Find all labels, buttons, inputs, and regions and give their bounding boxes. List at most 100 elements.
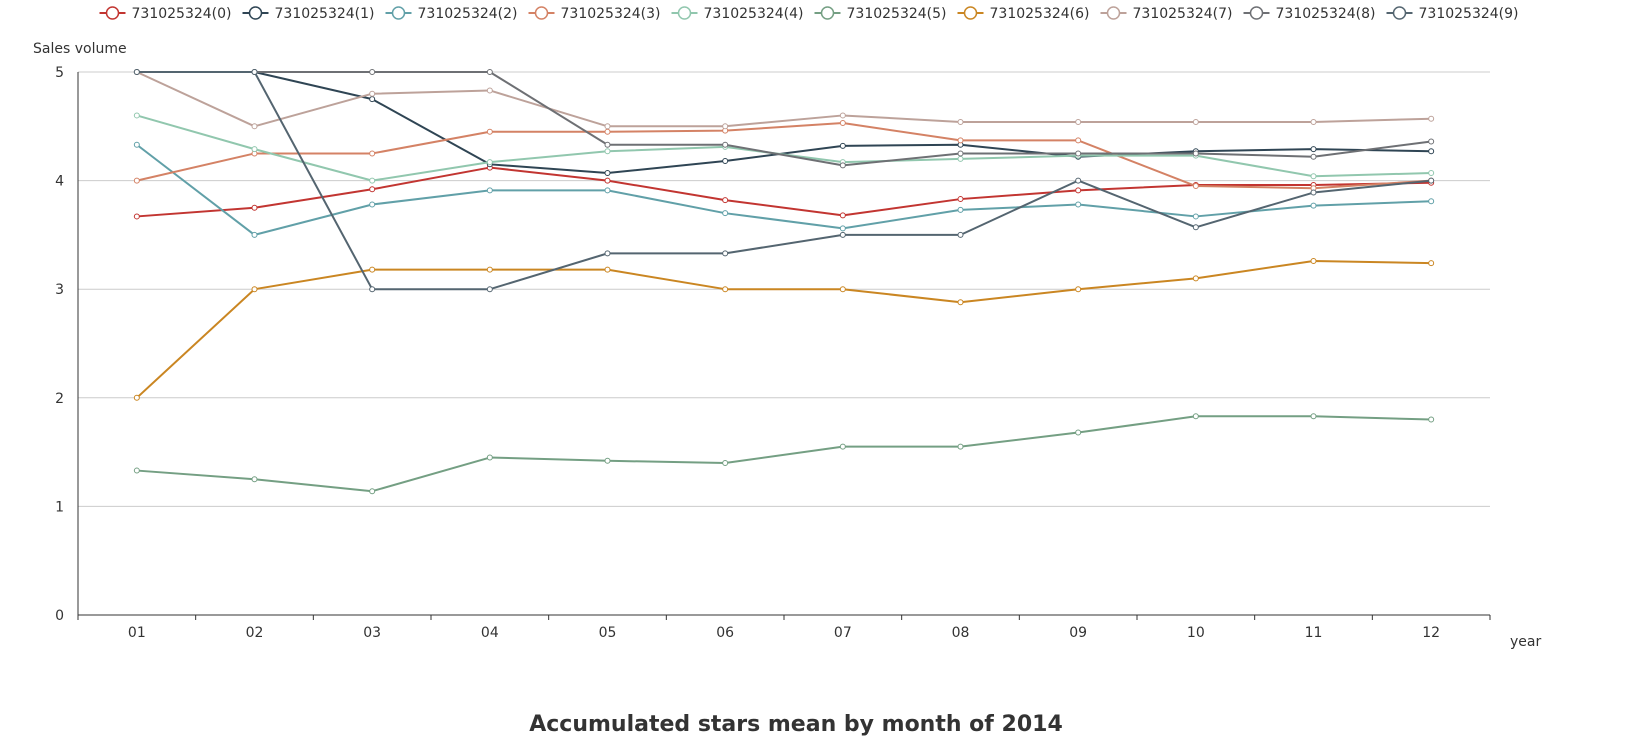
data-point[interactable] xyxy=(604,187,611,194)
data-point[interactable] xyxy=(486,454,493,461)
data-point[interactable] xyxy=(369,266,376,273)
data-point[interactable] xyxy=(722,250,729,257)
data-point[interactable] xyxy=(486,187,493,194)
data-point[interactable] xyxy=(486,266,493,273)
data-point[interactable] xyxy=(369,90,376,97)
legend-item[interactable]: 731025324(8) xyxy=(1243,6,1376,22)
data-point[interactable] xyxy=(486,286,493,293)
data-point[interactable] xyxy=(839,120,846,127)
data-point[interactable] xyxy=(133,177,140,184)
data-point[interactable] xyxy=(722,286,729,293)
data-point[interactable] xyxy=(957,206,964,213)
data-point[interactable] xyxy=(604,148,611,155)
data-point[interactable] xyxy=(604,169,611,176)
data-point[interactable] xyxy=(251,123,258,130)
data-point[interactable] xyxy=(604,128,611,135)
data-point[interactable] xyxy=(369,201,376,208)
data-point[interactable] xyxy=(1075,150,1082,157)
data-point[interactable] xyxy=(604,177,611,184)
data-point[interactable] xyxy=(722,197,729,204)
legend-item[interactable]: 731025324(5) xyxy=(814,6,947,22)
data-point[interactable] xyxy=(1075,118,1082,125)
data-point[interactable] xyxy=(604,266,611,273)
data-point[interactable] xyxy=(251,69,258,75)
data-point[interactable] xyxy=(1428,260,1435,267)
data-point[interactable] xyxy=(369,96,376,103)
data-point[interactable] xyxy=(722,141,729,148)
data-point[interactable] xyxy=(369,150,376,157)
data-point[interactable] xyxy=(1310,173,1317,180)
data-point[interactable] xyxy=(604,250,611,257)
data-point[interactable] xyxy=(1192,150,1199,157)
data-point[interactable] xyxy=(839,142,846,149)
legend-item[interactable]: 731025324(1) xyxy=(242,6,375,22)
legend-item[interactable]: 731025324(9) xyxy=(1386,6,1519,22)
data-point[interactable] xyxy=(722,158,729,165)
data-point[interactable] xyxy=(957,150,964,157)
data-point[interactable] xyxy=(251,231,258,238)
data-point[interactable] xyxy=(1075,137,1082,144)
legend-item[interactable]: 731025324(6) xyxy=(957,6,1090,22)
data-point[interactable] xyxy=(604,141,611,148)
data-point[interactable] xyxy=(957,196,964,203)
legend-item[interactable]: 731025324(2) xyxy=(385,6,518,22)
data-point[interactable] xyxy=(1192,118,1199,125)
data-point[interactable] xyxy=(486,69,493,75)
data-point[interactable] xyxy=(839,443,846,450)
data-point[interactable] xyxy=(1428,148,1435,155)
data-point[interactable] xyxy=(839,162,846,169)
data-point[interactable] xyxy=(1192,224,1199,231)
data-point[interactable] xyxy=(1075,286,1082,293)
data-point[interactable] xyxy=(604,457,611,464)
data-point[interactable] xyxy=(1192,275,1199,282)
data-point[interactable] xyxy=(1310,202,1317,209)
data-point[interactable] xyxy=(1310,413,1317,420)
data-point[interactable] xyxy=(722,210,729,217)
data-point[interactable] xyxy=(839,225,846,232)
data-point[interactable] xyxy=(133,69,140,75)
data-point[interactable] xyxy=(1310,257,1317,264)
data-point[interactable] xyxy=(133,394,140,401)
data-point[interactable] xyxy=(369,286,376,293)
data-point[interactable] xyxy=(722,459,729,466)
data-point[interactable] xyxy=(1428,177,1435,184)
data-point[interactable] xyxy=(1428,169,1435,176)
data-point[interactable] xyxy=(1075,429,1082,436)
data-point[interactable] xyxy=(1428,198,1435,205)
data-point[interactable] xyxy=(957,231,964,238)
data-point[interactable] xyxy=(957,299,964,306)
data-point[interactable] xyxy=(839,231,846,238)
data-point[interactable] xyxy=(1428,416,1435,423)
data-point[interactable] xyxy=(957,118,964,125)
legend-item[interactable]: 731025324(4) xyxy=(671,6,804,22)
data-point[interactable] xyxy=(369,177,376,184)
data-point[interactable] xyxy=(1075,201,1082,208)
data-point[interactable] xyxy=(486,128,493,135)
data-point[interactable] xyxy=(251,476,258,483)
data-point[interactable] xyxy=(957,137,964,144)
data-point[interactable] xyxy=(133,141,140,148)
data-point[interactable] xyxy=(486,87,493,94)
data-point[interactable] xyxy=(251,146,258,153)
data-point[interactable] xyxy=(369,69,376,75)
data-point[interactable] xyxy=(1075,177,1082,184)
data-point[interactable] xyxy=(1192,413,1199,420)
data-point[interactable] xyxy=(486,159,493,166)
legend-item[interactable]: 731025324(0) xyxy=(99,6,232,22)
data-point[interactable] xyxy=(133,112,140,119)
data-point[interactable] xyxy=(1428,138,1435,145)
legend-item[interactable]: 731025324(3) xyxy=(528,6,661,22)
data-point[interactable] xyxy=(133,213,140,220)
data-point[interactable] xyxy=(1075,187,1082,194)
data-point[interactable] xyxy=(1310,153,1317,160)
data-point[interactable] xyxy=(957,155,964,162)
legend-item[interactable]: 731025324(7) xyxy=(1100,6,1233,22)
data-point[interactable] xyxy=(369,488,376,495)
data-point[interactable] xyxy=(839,212,846,219)
data-point[interactable] xyxy=(722,123,729,130)
data-point[interactable] xyxy=(604,123,611,130)
data-point[interactable] xyxy=(1310,118,1317,125)
data-point[interactable] xyxy=(839,286,846,293)
data-point[interactable] xyxy=(1310,146,1317,153)
data-point[interactable] xyxy=(1428,115,1435,122)
